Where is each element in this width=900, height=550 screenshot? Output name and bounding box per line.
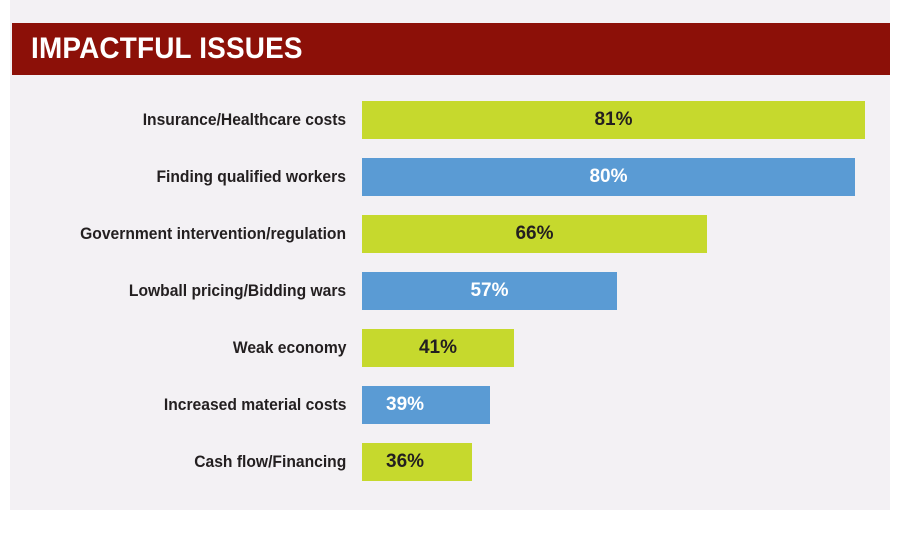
- bar-value-label: 57%: [470, 280, 509, 301]
- bar-category-label: Insurance/Healthcare costs: [142, 110, 346, 129]
- bar-row: Lowball pricing/Bidding wars 57%: [0, 272, 900, 310]
- bar-row: Cash flow/Financing 36%: [0, 443, 900, 481]
- bar-category-label: Weak economy: [232, 338, 346, 357]
- bar-row: Finding qualified workers 80%: [0, 158, 900, 196]
- bar-category-label: Government intervention/regulation: [80, 224, 346, 243]
- bar-value-label: 41%: [418, 337, 458, 358]
- bar-category-label: Cash flow/Financing: [193, 452, 346, 471]
- bar-row: Insurance/Healthcare costs 81%: [0, 101, 900, 139]
- bar-category-label: Finding qualified workers: [156, 167, 346, 186]
- bar-value-label: 80%: [589, 166, 628, 187]
- bar-value-label: 36%: [386, 451, 425, 472]
- page-title: IMPACTFUL ISSUES: [31, 32, 303, 65]
- bar-row: Weak economy 41%: [0, 329, 900, 367]
- bar-chart: Insurance/Healthcare costs 81% Finding q…: [0, 95, 900, 495]
- bar-value-label: 81%: [594, 109, 633, 130]
- bar-row: Government intervention/regulation 66%: [0, 215, 900, 253]
- bar-finding-qualified-workers: 80%: [362, 158, 855, 196]
- bar-government-intervention-regulation: 66%: [362, 215, 707, 253]
- bar-value-label: 66%: [515, 223, 554, 244]
- bar-cash-flow-financing: 36%: [362, 443, 472, 481]
- chart-card-panel: [10, 0, 890, 510]
- bar-value-label: 39%: [386, 394, 425, 415]
- title-banner: IMPACTFUL ISSUES: [12, 23, 890, 75]
- bar-weak-economy: 41%: [362, 329, 514, 367]
- bar-category-label: Lowball pricing/Bidding wars: [128, 281, 346, 300]
- bar-category-label: Increased material costs: [163, 395, 346, 414]
- bar-increased-material-costs: 39%: [362, 386, 490, 424]
- bar-insurance-healthcare-costs: 81%: [362, 101, 865, 139]
- bar-row: Increased material costs 39%: [0, 386, 900, 424]
- bar-lowball-pricing-bidding-wars: 57%: [362, 272, 617, 310]
